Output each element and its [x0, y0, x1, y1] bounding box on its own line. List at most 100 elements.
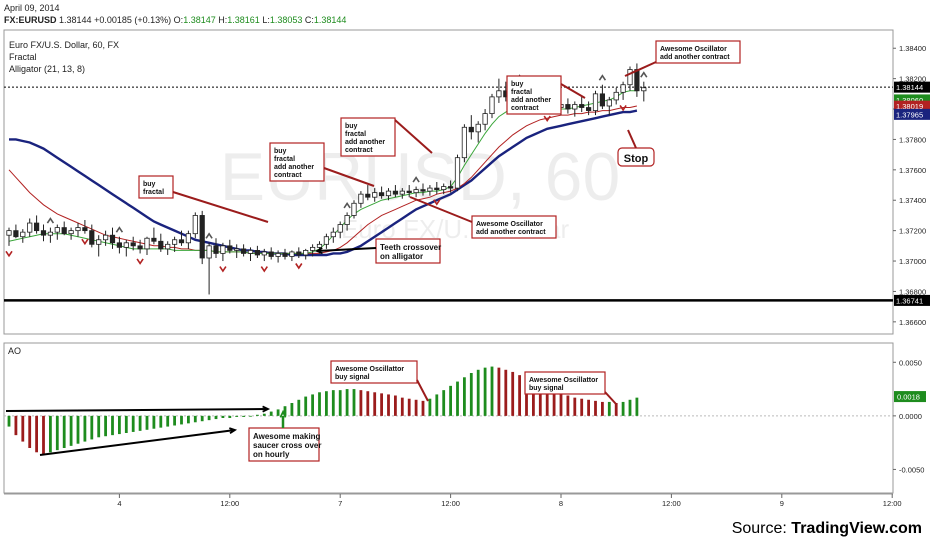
- candle-body: [268, 251, 274, 257]
- ao-bar: [559, 393, 563, 416]
- callout-stop-line: Stop: [624, 153, 649, 165]
- callout-buy-fractal-add-3-line: add another: [511, 97, 551, 104]
- candle-body: [40, 230, 47, 236]
- ao-bar: [14, 415, 18, 436]
- ao-bar: [373, 392, 377, 416]
- candle-body: [61, 227, 67, 235]
- callout-buy-fractal-add-2-line: buy: [345, 123, 358, 130]
- candle-body: [434, 187, 440, 191]
- callout-ao-add-contract-top-box: [655, 40, 741, 64]
- callout-buy-fractal-add-3-box: [506, 75, 562, 115]
- candle-body: [213, 245, 219, 254]
- candle-body: [351, 202, 357, 216]
- ao-bar: [580, 398, 584, 416]
- candle-body: [34, 222, 40, 232]
- candle-body: [441, 186, 447, 190]
- ao-bar: [118, 415, 121, 435]
- ao-bar: [228, 415, 232, 418]
- candle-body: [385, 190, 392, 197]
- candle-body: [171, 239, 178, 245]
- candle-body: [227, 245, 233, 251]
- candle-body: [275, 253, 281, 257]
- callout-saucer-head: [279, 409, 287, 418]
- ao-bar: [449, 385, 452, 416]
- price-tag-text: 1.38060: [896, 96, 923, 105]
- ao-bar: [518, 375, 521, 416]
- candle-body: [420, 189, 426, 192]
- fractal-up-marker: [115, 226, 124, 233]
- open-label: O:: [173, 15, 184, 25]
- chart-date: April 09, 2014: [4, 3, 60, 13]
- price-change: +0.00185 (+0.13%): [94, 15, 172, 25]
- fractal-down-marker: [136, 258, 144, 265]
- ao-bar: [104, 415, 107, 437]
- ao-tick-label: -0.0050: [899, 465, 924, 474]
- candle-body: [337, 224, 343, 233]
- ao-bar: [504, 369, 508, 416]
- callout-buy-fractal-add-1-line: buy: [274, 148, 287, 155]
- callout-ao-buy-signal-2-arrow: [604, 391, 617, 405]
- ao-bar: [545, 388, 549, 416]
- price-tick-label: 1.38400: [899, 44, 926, 53]
- ao-bar: [400, 397, 404, 416]
- fractal-down-marker: [433, 199, 441, 206]
- low-label: L:: [262, 15, 270, 25]
- callout-stop-arrow: [627, 129, 637, 149]
- candle-body: [68, 230, 74, 235]
- candle-body: [151, 237, 157, 242]
- candle-body: [82, 227, 88, 232]
- ao-bar: [435, 394, 439, 416]
- candle-body: [468, 126, 474, 133]
- price-tag-box: [894, 100, 930, 112]
- ao-bar: [145, 415, 149, 430]
- x-tick-label: 8: [559, 499, 563, 508]
- callout-ao-add-contract-top-line: Awesome Oscillator: [660, 46, 727, 53]
- source-brand[interactable]: TradingView.com: [791, 520, 922, 537]
- candle-body: [96, 239, 102, 245]
- candle-body: [627, 69, 633, 86]
- candle-body: [620, 84, 626, 93]
- callout-saucer-line: saucer cross over: [253, 441, 322, 450]
- symbol-label[interactable]: FX:EURUSD: [4, 15, 57, 25]
- ao-panel-frame: [3, 342, 894, 494]
- fractal-up-marker: [46, 217, 55, 224]
- ao-bar: [131, 415, 135, 432]
- x-tick-label: 7: [338, 499, 342, 508]
- ao-bar: [552, 391, 556, 416]
- callout-buy-fractal-line: buy: [143, 181, 156, 188]
- candle-body: [496, 90, 502, 98]
- candle-body: [234, 248, 240, 251]
- ao-bar: [635, 397, 639, 416]
- low-value: 1.38053: [269, 15, 303, 25]
- candle-body: [634, 69, 640, 92]
- price-tick-label: 1.37400: [899, 196, 926, 205]
- fractal-up-marker: [412, 176, 420, 183]
- ao-bar: [414, 399, 418, 416]
- callout-buy-fractal-add-2-box: [340, 117, 396, 157]
- candle-body: [47, 231, 54, 236]
- ao-bar: [587, 399, 590, 416]
- ao-bar: [352, 389, 356, 416]
- fractal-up-marker: [640, 71, 648, 78]
- price-tag-text: 1.37965: [896, 110, 923, 119]
- candle-body: [372, 192, 378, 198]
- candle-body: [158, 240, 164, 250]
- ao-bar: [387, 394, 390, 416]
- close-value: 1.38144: [313, 15, 347, 25]
- ao-bar: [124, 415, 128, 433]
- ao-bar: [262, 413, 266, 416]
- price-tag-text: 1.38144: [896, 83, 923, 92]
- fractal-down-marker: [543, 115, 551, 123]
- candle-body: [303, 249, 309, 256]
- ao-bar: [76, 415, 80, 444]
- x-tick-label: 12:00: [883, 499, 902, 508]
- callout-buy-fractal-box: [138, 175, 174, 199]
- callout-buy-fractal-add-2-arrow: [394, 119, 433, 154]
- candle-body: [378, 192, 385, 197]
- fractal-down-marker: [219, 266, 227, 273]
- candle-body: [461, 126, 468, 159]
- ao-trend-arrow-lower: [39, 429, 236, 456]
- ao-bar: [90, 415, 94, 440]
- ao-bar: [614, 403, 618, 416]
